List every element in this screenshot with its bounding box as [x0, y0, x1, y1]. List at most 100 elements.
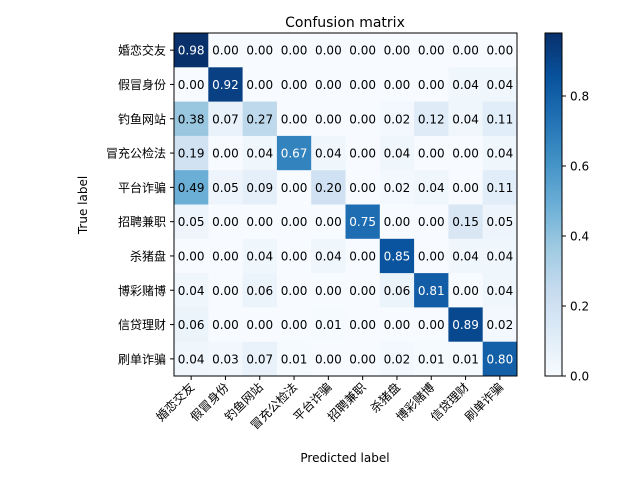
y-tick-label: 假冒身份 [118, 77, 166, 92]
heatmap-cell [276, 67, 312, 103]
cell-value-label: 0.11 [486, 112, 513, 126]
cell-value-label: 0.00 [349, 249, 376, 263]
heatmap-cells: 0.98 0.00 0.00 0.00 0.00 0.00 0.00 0.00 0.00 0.00… [174, 33, 518, 377]
heatmap-cell [208, 204, 244, 240]
heatmap-cell [379, 341, 415, 377]
cell-value-label: 0.04 [452, 249, 479, 263]
cell-value-label: 0.00 [384, 78, 411, 92]
cell-value-label: 0.00 [418, 249, 445, 263]
cell-value-label: 0.00 [349, 78, 376, 92]
colorbar-tick-label: 0.6 [570, 160, 589, 174]
heatmap-cell [482, 101, 518, 137]
heatmap-cell [345, 307, 381, 343]
heatmap-cell [242, 101, 278, 137]
cell-value-label: 0.00 [418, 318, 445, 332]
heatmap-cell [174, 341, 209, 377]
heatmap-cell [414, 170, 449, 205]
y-tick-label: 博彩赌博 [118, 283, 166, 298]
heatmap-cell [345, 238, 381, 274]
heatmap-cell [482, 341, 518, 377]
heatmap-cell [448, 204, 484, 240]
cell-value-label: 0.00 [281, 284, 308, 298]
cell-value-label: 0.04 [452, 78, 479, 92]
cell-value-label: 0.00 [452, 147, 479, 161]
heatmap-cell [379, 67, 415, 103]
cell-value-label: 0.00 [246, 78, 273, 92]
cell-value-label: 0.00 [212, 318, 239, 332]
cell-value-label: 0.00 [281, 78, 308, 92]
heatmap-cell [379, 170, 415, 205]
cell-value-label: 0.00 [281, 215, 308, 229]
colorbar-tick-label: 0.2 [570, 300, 589, 314]
colorbar-tick-label: 0.0 [570, 370, 589, 384]
heatmap-cell [482, 238, 518, 274]
heatmap-cell [242, 273, 278, 308]
cell-value-label: 0.19 [178, 147, 205, 161]
x-axis-label: Predicted label [300, 451, 389, 465]
cell-value-label: 0.01 [281, 352, 308, 366]
y-tick-label: 刷单诈骗 [118, 351, 166, 366]
cell-value-label: 0.00 [315, 44, 342, 58]
heatmap-cell [345, 33, 381, 68]
cell-value-label: 0.00 [418, 147, 445, 161]
cell-value-label: 0.07 [212, 112, 239, 126]
cell-value-label: 0.02 [486, 318, 513, 332]
cell-value-label: 0.00 [246, 44, 273, 58]
x-tick-label: 招聘兼职 [325, 380, 369, 424]
cell-value-label: 0.00 [418, 44, 445, 58]
cell-value-label: 0.00 [178, 78, 205, 92]
cell-value-label: 0.00 [452, 181, 479, 195]
heatmap-cell [242, 67, 278, 103]
heatmap-cell [345, 273, 381, 308]
heatmap-cell [174, 273, 209, 308]
cell-value-label: 0.04 [178, 352, 205, 366]
cell-value-label: 0.49 [178, 181, 205, 195]
heatmap-cell [414, 33, 449, 68]
y-tick-label: 婚恋交友 [118, 43, 166, 58]
heatmap-cell [208, 67, 244, 103]
cell-value-label: 0.00 [315, 215, 342, 229]
cell-value-label: 0.00 [212, 44, 239, 58]
cell-value-label: 0.92 [212, 78, 239, 92]
chart-title: Confusion matrix [285, 15, 405, 31]
cell-value-label: 0.00 [452, 284, 479, 298]
heatmap-cell [414, 101, 449, 137]
heatmap-cell [379, 101, 415, 137]
heatmap-cell [482, 170, 518, 205]
cell-value-label: 0.00 [315, 352, 342, 366]
heatmap-cell [174, 238, 209, 274]
cell-value-label: 0.00 [281, 318, 308, 332]
heatmap-cell [379, 204, 415, 240]
cell-value-label: 0.15 [452, 215, 479, 229]
colorbar-ticks: 0.0 0.2 0.4 0.6 0.8 [562, 90, 589, 384]
cell-value-label: 0.04 [486, 78, 513, 92]
cell-value-label: 0.02 [384, 352, 411, 366]
heatmap-cell [311, 67, 346, 103]
heatmap-cell [448, 307, 484, 343]
heatmap-cell [448, 67, 484, 103]
cell-value-label: 0.00 [486, 44, 513, 58]
heatmap-cell [276, 307, 312, 343]
heatmap-cell [482, 204, 518, 240]
heatmap-cell [174, 307, 209, 343]
heatmap-cell [242, 238, 278, 274]
heatmap-cell [311, 273, 346, 308]
heatmap-cell [276, 33, 312, 68]
cell-value-label: 0.00 [178, 249, 205, 263]
heatmap-cell [242, 170, 278, 205]
cell-value-label: 0.06 [178, 318, 205, 332]
heatmap-cell [414, 273, 449, 308]
cell-value-label: 0.27 [246, 112, 273, 126]
cell-value-label: 0.00 [246, 215, 273, 229]
cell-value-label: 0.89 [452, 318, 479, 332]
cell-value-label: 0.00 [384, 215, 411, 229]
cell-value-label: 0.98 [178, 44, 205, 58]
heatmap-cell [174, 170, 209, 205]
y-tick-label: 冒充公检法 [106, 146, 166, 161]
cell-value-label: 0.00 [384, 318, 411, 332]
cell-value-label: 0.00 [418, 215, 445, 229]
heatmap-cell [482, 67, 518, 103]
cell-value-label: 0.04 [384, 147, 411, 161]
cell-value-label: 0.00 [281, 181, 308, 195]
heatmap-cell [379, 238, 415, 274]
